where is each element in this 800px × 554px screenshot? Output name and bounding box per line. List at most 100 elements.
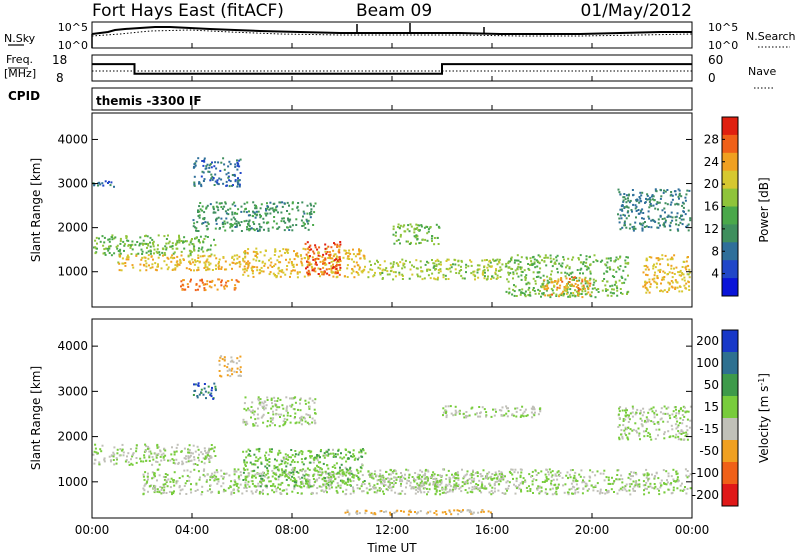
- power-cell: [167, 266, 170, 269]
- velocity-cell: [666, 481, 669, 484]
- velocity-cell: [415, 512, 418, 515]
- power-cell: [533, 262, 536, 265]
- power-cell: [514, 285, 517, 288]
- velocity-cell: [242, 479, 245, 481]
- power-cell: [444, 278, 447, 281]
- power-cell: [247, 248, 250, 251]
- velocity-cell: [308, 481, 311, 484]
- power-cell: [277, 255, 280, 258]
- power-cell: [145, 262, 148, 265]
- power-cell: [244, 208, 247, 211]
- velocity-cell: [153, 484, 156, 487]
- velocity-cell: [270, 407, 273, 410]
- power-cell: [200, 248, 203, 251]
- power-cell: [520, 291, 523, 294]
- velocity-cell: [299, 402, 301, 405]
- velocity-cell: [503, 493, 506, 495]
- power-cell: [290, 270, 293, 273]
- power-cell: [254, 254, 257, 257]
- velocity-cell: [382, 490, 384, 493]
- power-cell: [180, 280, 183, 283]
- velocity-cell: [333, 475, 336, 478]
- power-cell: [494, 259, 497, 262]
- velocity-cell: [352, 474, 355, 477]
- velocity-cell: [351, 476, 354, 478]
- power-cell: [529, 257, 532, 260]
- power-cell: [664, 219, 667, 222]
- power-cell: [203, 160, 206, 163]
- power-cell: [416, 237, 419, 240]
- velocity-cell: [261, 405, 264, 408]
- velocity-cell: [439, 493, 442, 496]
- velocity-cell: [142, 473, 145, 476]
- velocity-cell: [299, 486, 302, 489]
- power-cell: [206, 236, 209, 238]
- power-cell: [205, 259, 208, 262]
- power-cell: [392, 271, 395, 274]
- power-cell: [546, 283, 549, 286]
- power-cell: [431, 259, 433, 261]
- power-cell: [413, 231, 416, 234]
- power-cell: [274, 263, 277, 266]
- power-cell: [251, 270, 254, 272]
- power-cell: [331, 267, 334, 270]
- velocity-cell: [601, 492, 604, 494]
- power-cell: [442, 273, 445, 276]
- power-cell: [273, 264, 275, 267]
- velocity-cell: [621, 435, 624, 438]
- velocity-cell: [357, 456, 360, 459]
- power-cell: [203, 178, 206, 181]
- velocity-cell: [282, 407, 285, 410]
- power-cell: [688, 268, 691, 271]
- velocity-cell: [347, 450, 350, 453]
- power-cell: [415, 223, 418, 226]
- velocity-cell: [266, 472, 269, 475]
- nsky-label: N.Sky: [4, 32, 36, 45]
- power-cell: [227, 280, 230, 282]
- power-cell: [538, 292, 540, 295]
- power-cell: [224, 201, 227, 204]
- velocity-cell: [331, 470, 334, 473]
- power-cell: [647, 198, 650, 201]
- power-cell: [589, 272, 592, 275]
- power-cell: [626, 262, 629, 265]
- power-cell: [552, 292, 555, 295]
- velocity-cell: [681, 482, 683, 485]
- velocity-cell: [304, 457, 307, 460]
- velocity-cell: [257, 407, 259, 410]
- power-cell: [499, 266, 502, 269]
- velocity-cell: [634, 422, 637, 425]
- velocity-cell: [497, 483, 500, 486]
- velocity-cell: [442, 468, 445, 471]
- power-cell: [165, 263, 168, 266]
- power-cell: [274, 250, 277, 253]
- power-cell: [188, 249, 191, 252]
- velocity-cell: [262, 402, 265, 405]
- power-cell: [352, 253, 355, 256]
- velocity-cell: [319, 467, 322, 469]
- power-cell: [275, 222, 278, 225]
- velocity-cell: [533, 406, 535, 409]
- velocity-cell: [293, 477, 296, 479]
- velocity-cell: [579, 475, 582, 478]
- velocity-cell: [347, 480, 350, 483]
- velocity-cell: [259, 398, 262, 401]
- velocity-cell: [515, 480, 518, 483]
- power-cell: [641, 224, 644, 227]
- velocity-cell: [345, 493, 348, 495]
- velocity-cell: [654, 475, 657, 477]
- velocity-cell: [623, 429, 626, 432]
- velocity-cell: [172, 479, 175, 482]
- velocity-cell: [653, 477, 656, 480]
- power-cell: [252, 210, 254, 213]
- power-cell: [555, 288, 558, 291]
- velocity-cell: [273, 473, 276, 476]
- velocity-cell: [183, 447, 186, 450]
- power-colorbar-tick: 28: [704, 132, 719, 146]
- velocity-cell: [685, 474, 688, 477]
- velocity-cell: [306, 467, 309, 470]
- power-cell: [447, 278, 450, 280]
- velocity-cell: [486, 475, 488, 478]
- power-cell: [589, 293, 592, 296]
- velocity-cell: [190, 459, 193, 462]
